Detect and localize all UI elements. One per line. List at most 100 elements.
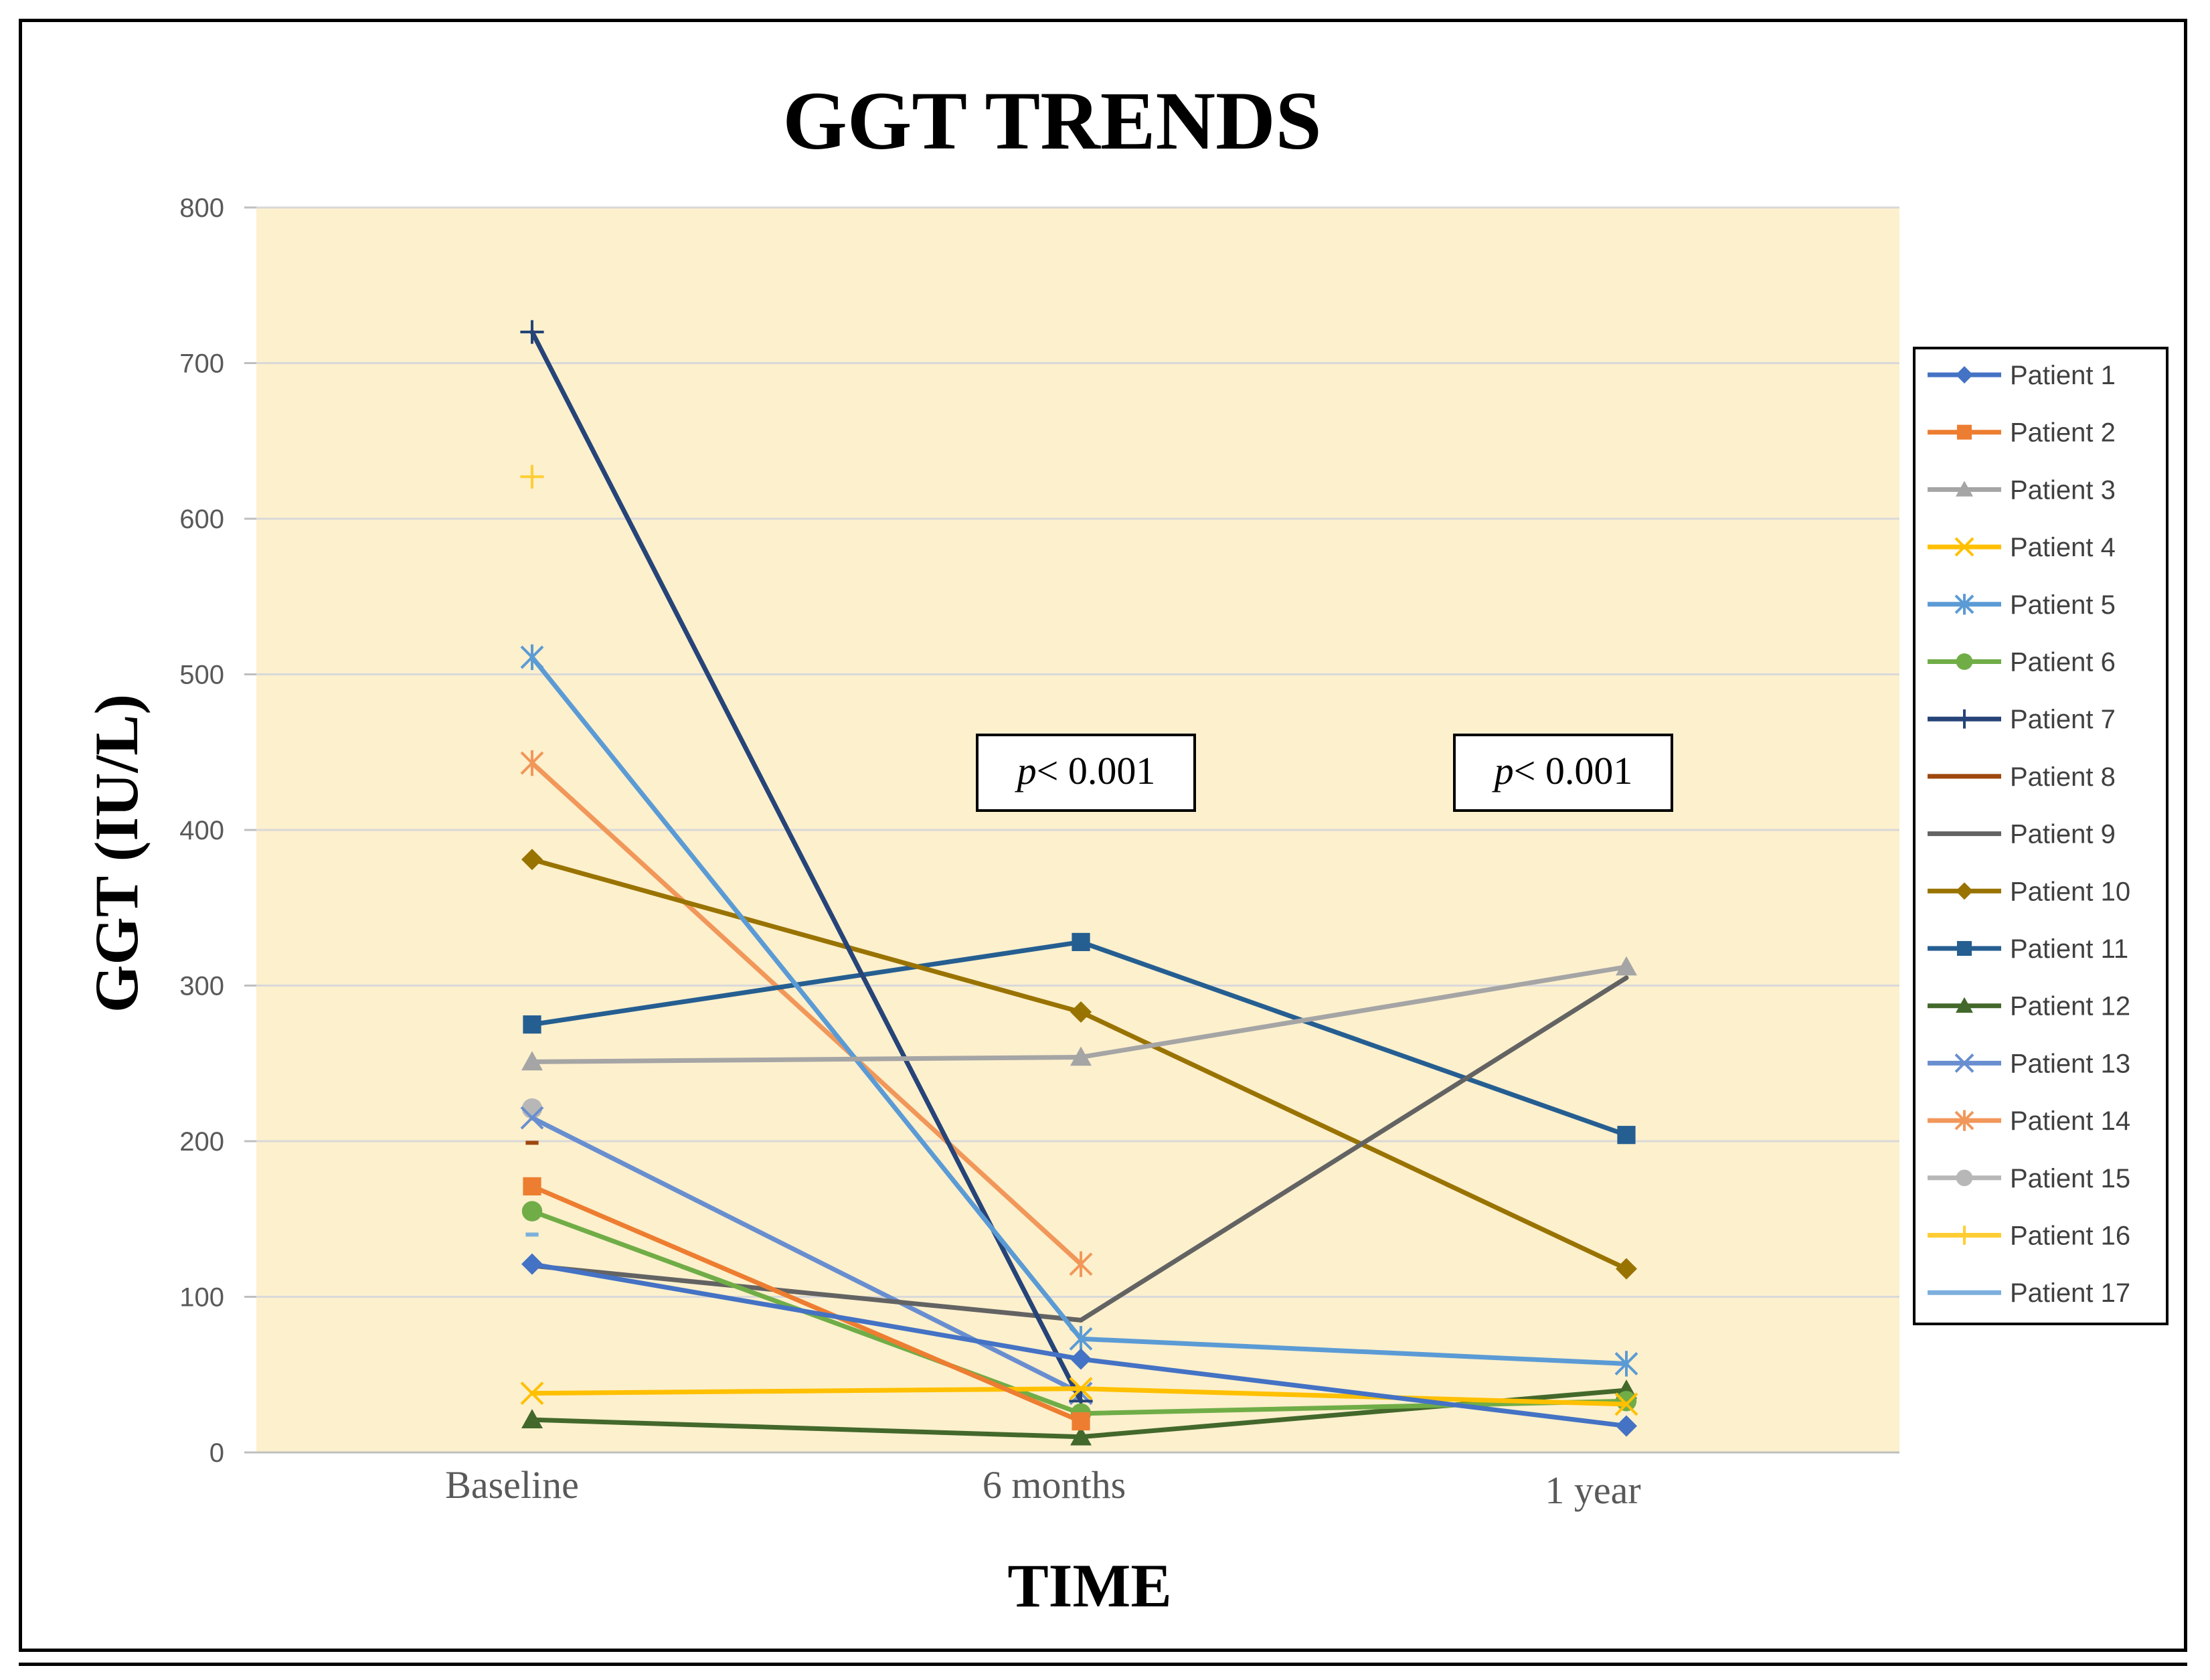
- data-point: [1616, 1391, 1637, 1412]
- x-category-label: 6 months: [983, 1463, 1126, 1507]
- legend-label: Patient 8: [2010, 762, 2116, 792]
- series-1: [521, 1253, 1637, 1437]
- legend-item: Patient 3: [1928, 475, 2116, 505]
- y-axis-ticks: 0 100 200 300 400 500 600 700 800: [179, 193, 256, 1468]
- frame-bottom-line: [19, 1663, 2187, 1666]
- legend-item: Patient 5: [1928, 590, 2116, 620]
- data-point: [520, 1106, 544, 1130]
- data-point: [1069, 1251, 1093, 1277]
- series-line-segment: [1078, 1357, 1629, 1428]
- x-axis-categories: Baseline 6 months 1 year: [445, 1463, 1641, 1512]
- data-point: [1954, 594, 1974, 615]
- data-point: [521, 1409, 543, 1428]
- y-tick-label: 0: [209, 1438, 224, 1468]
- data-point: [1616, 1415, 1637, 1437]
- data-point: [523, 1177, 541, 1196]
- legend-label: Patient 15: [2010, 1164, 2130, 1193]
- series-2: [523, 1177, 1090, 1431]
- legend-label: Patient 12: [2010, 992, 2130, 1021]
- data-point: [1072, 932, 1090, 951]
- series-4: [520, 1377, 1638, 1416]
- data-point: [1070, 1426, 1092, 1446]
- legend-label: Patient 10: [2010, 877, 2130, 906]
- legend-item: Patient 14: [1928, 1106, 2130, 1136]
- legend-label: Patient 11: [2010, 934, 2128, 964]
- series-line-segment: [1078, 975, 1629, 1323]
- data-point: [1954, 537, 1974, 557]
- y-tick-label: 400: [179, 816, 224, 845]
- series-3: [521, 956, 1637, 1071]
- p-value-text: p< 0.001: [1492, 749, 1633, 792]
- data-point: [1070, 1348, 1092, 1370]
- legend-label: Patient 1: [2010, 361, 2116, 390]
- data-point: [1616, 956, 1637, 976]
- series-line-segment: [529, 1417, 1084, 1440]
- data-point: [1954, 1110, 1974, 1131]
- annotations: p< 0.001 p< 0.001: [976, 734, 1673, 812]
- y-tick-label: 600: [179, 505, 224, 534]
- series-11: [523, 932, 1636, 1145]
- legend-label: Patient 6: [2010, 648, 2116, 677]
- data-point: [1069, 1326, 1093, 1352]
- data-point: [521, 849, 543, 871]
- series-line-segment: [529, 1183, 1084, 1424]
- data-point: [1616, 1258, 1637, 1280]
- data-point: [1614, 1351, 1638, 1377]
- legend-label: Patient 7: [2010, 705, 2116, 734]
- legend-item: Patient 6: [1928, 648, 2116, 677]
- series-12: [521, 1379, 1637, 1446]
- legend-label: Patient 17: [2010, 1278, 2130, 1308]
- legend-item: Patient 7: [1928, 705, 2116, 734]
- series-layer: [520, 320, 1638, 1446]
- legend-label: Patient 3: [2010, 475, 2116, 505]
- legend-label: Patient 2: [2010, 418, 2116, 448]
- legend-item: Patient 4: [1928, 533, 2116, 562]
- x-category-label: Baseline: [445, 1463, 579, 1507]
- legend-label: Patient 4: [2010, 533, 2116, 562]
- legend-item: Patient 17: [1928, 1278, 2130, 1308]
- legend-label: Patient 9: [2010, 820, 2116, 849]
- series-16: [520, 465, 544, 489]
- y-tick-label: 300: [179, 972, 224, 1001]
- data-point: [1070, 1046, 1092, 1066]
- data-point: [1956, 1169, 1973, 1187]
- series-line-segment: [529, 655, 1084, 1341]
- legend-item: Patient 10: [1928, 877, 2130, 906]
- y-tick-label: 200: [179, 1127, 224, 1157]
- y-tick-label: 100: [179, 1283, 224, 1313]
- series-line-segment: [1078, 1009, 1629, 1272]
- p-value-text: p< 0.001: [1015, 749, 1156, 792]
- series-line-segment: [529, 1262, 1084, 1361]
- data-point: [520, 644, 544, 671]
- series-line-segment: [1078, 1336, 1629, 1366]
- legend-label: Patient 16: [2010, 1222, 2130, 1251]
- legend-item: Patient 2: [1928, 418, 2116, 448]
- series-5: [520, 644, 1638, 1377]
- y-axis-label: GGT (IU/L): [82, 694, 151, 1013]
- data-point: [523, 1015, 541, 1034]
- x-category-label: 1 year: [1545, 1468, 1640, 1512]
- series-9: [529, 975, 1629, 1323]
- y-tick-label: 800: [179, 193, 224, 223]
- data-point: [521, 1201, 543, 1222]
- data-point: [1954, 1053, 1974, 1073]
- series-14: [520, 750, 1093, 1277]
- data-point: [520, 320, 544, 344]
- series-line-segment: [529, 939, 1084, 1027]
- data-point: [521, 1051, 543, 1071]
- data-point: [1072, 1412, 1090, 1431]
- series-line-segment: [1078, 939, 1629, 1138]
- data-point: [1070, 1001, 1092, 1023]
- data-point: [1956, 424, 1972, 440]
- p-value-annotation: p< 0.001: [1453, 734, 1673, 812]
- x-axis-label: TIME: [1007, 1551, 1171, 1620]
- legend: Patient 1 Patient 2 Patient 3 Patient 4 Pati…: [1913, 347, 2169, 1325]
- legend-item: Patient 13: [1928, 1049, 2130, 1078]
- legend-label: Patient 13: [2010, 1049, 2130, 1078]
- legend-item: Patient 12: [1928, 992, 2130, 1021]
- series-line-segment: [529, 1263, 1084, 1323]
- series-line-segment: [529, 1115, 1084, 1396]
- data-point: [1956, 940, 1972, 956]
- data-point: [1956, 481, 1973, 497]
